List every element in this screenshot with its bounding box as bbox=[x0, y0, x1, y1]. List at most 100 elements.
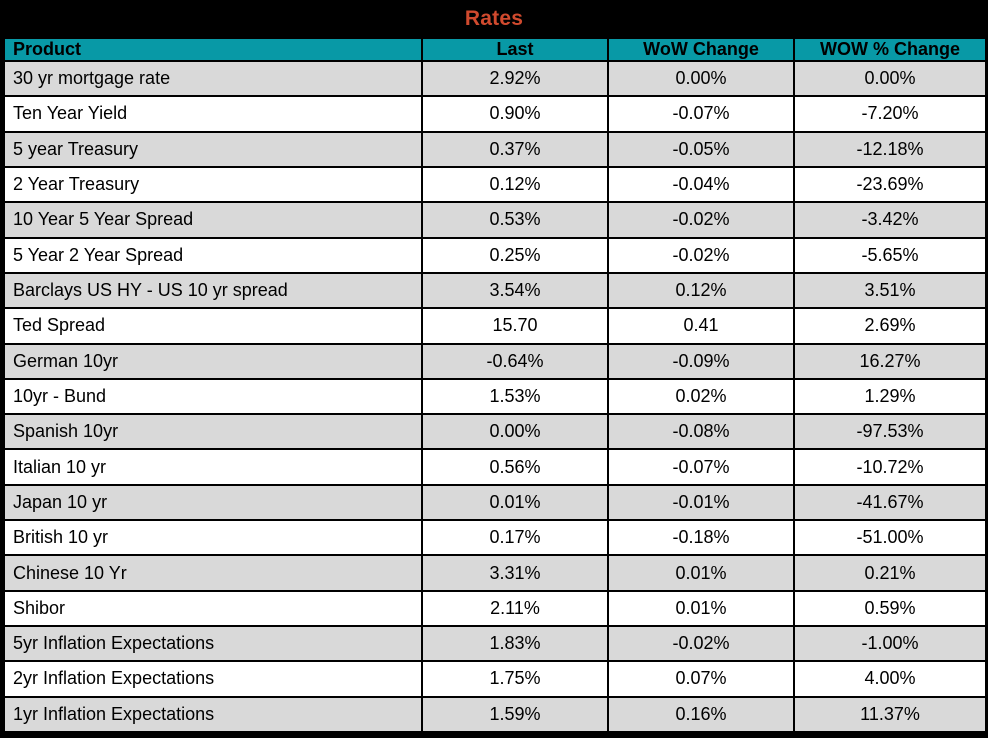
product-cell: 30 yr mortgage rate bbox=[3, 59, 423, 98]
wow-pct-change-cell: 11.37% bbox=[793, 695, 987, 734]
wow-change-cell: 0.41 bbox=[607, 307, 795, 345]
wow-pct-change-cell: -7.20% bbox=[793, 95, 987, 133]
wow-change-cell: 0.00% bbox=[607, 59, 795, 98]
last-cell: 0.25% bbox=[421, 236, 609, 274]
wow-pct-change-cell: -41.67% bbox=[793, 483, 987, 522]
product-cell: Shibor bbox=[3, 589, 423, 628]
wow-pct-change-cell: 1.29% bbox=[793, 377, 987, 416]
last-cell: 2.92% bbox=[421, 59, 609, 98]
table-row: British 10 yr 0.17% -0.18% -51.00% bbox=[3, 519, 987, 557]
wow-pct-change-cell: 0.00% bbox=[793, 59, 987, 98]
product-cell: Ted Spread bbox=[3, 307, 423, 345]
product-cell: 10yr - Bund bbox=[3, 377, 423, 416]
table-title: Rates bbox=[464, 6, 524, 30]
table-row: 5yr Inflation Expectations 1.83% -0.02% -1.… bbox=[3, 624, 987, 663]
table-row: Italian 10 yr 0.56% -0.07% -10.72% bbox=[3, 448, 987, 486]
header-wow-change: WoW Change bbox=[607, 37, 795, 62]
last-cell: 0.56% bbox=[421, 448, 609, 486]
table-row: 2 Year Treasury 0.12% -0.04% -23.69% bbox=[3, 165, 987, 204]
header-row: Product Last WoW Change WOW % Change bbox=[3, 37, 987, 62]
last-cell: 15.70 bbox=[421, 307, 609, 345]
table-row: 10yr - Bund 1.53% 0.02% 1.29% bbox=[3, 377, 987, 416]
table-body: 30 yr mortgage rate 2.92% 0.00% 0.00% Ten Ye… bbox=[3, 59, 987, 734]
last-cell: -0.64% bbox=[421, 342, 609, 380]
header-last: Last bbox=[421, 37, 609, 62]
table-row: 5 Year 2 Year Spread 0.25% -0.02% -5.65% bbox=[3, 236, 987, 274]
last-cell: 1.53% bbox=[421, 377, 609, 416]
product-cell: 2 Year Treasury bbox=[3, 165, 423, 204]
product-cell: 10 Year 5 Year Spread bbox=[3, 201, 423, 239]
table-row: Barclays US HY - US 10 yr spread 3.54% 0.1… bbox=[3, 271, 987, 310]
table-row: Shibor 2.11% 0.01% 0.59% bbox=[3, 589, 987, 628]
product-cell: Spanish 10yr bbox=[3, 413, 423, 451]
wow-change-cell: 0.16% bbox=[607, 695, 795, 734]
wow-pct-change-cell: 2.69% bbox=[793, 307, 987, 345]
product-cell: 5 Year 2 Year Spread bbox=[3, 236, 423, 274]
wow-change-cell: -0.01% bbox=[607, 483, 795, 522]
last-cell: 2.11% bbox=[421, 589, 609, 628]
wow-change-cell: -0.07% bbox=[607, 448, 795, 486]
wow-pct-change-cell: -3.42% bbox=[793, 201, 987, 239]
product-cell: Chinese 10 Yr bbox=[3, 554, 423, 592]
wow-pct-change-cell: -51.00% bbox=[793, 519, 987, 557]
wow-pct-change-cell: -10.72% bbox=[793, 448, 987, 486]
last-cell: 0.12% bbox=[421, 165, 609, 204]
product-cell: British 10 yr bbox=[3, 519, 423, 557]
product-cell: Barclays US HY - US 10 yr spread bbox=[3, 271, 423, 310]
table-row: 30 yr mortgage rate 2.92% 0.00% 0.00% bbox=[3, 59, 987, 98]
last-cell: 1.75% bbox=[421, 660, 609, 698]
wow-change-cell: -0.09% bbox=[607, 342, 795, 380]
product-cell: 5yr Inflation Expectations bbox=[3, 624, 423, 663]
header-wow-pct-change: WOW % Change bbox=[793, 37, 987, 62]
product-cell: 1yr Inflation Expectations bbox=[3, 695, 423, 734]
product-cell: 5 year Treasury bbox=[3, 130, 423, 168]
table-row: Japan 10 yr 0.01% -0.01% -41.67% bbox=[3, 483, 987, 522]
wow-pct-change-cell: -97.53% bbox=[793, 413, 987, 451]
wow-change-cell: -0.04% bbox=[607, 165, 795, 204]
table-row: 10 Year 5 Year Spread 0.53% -0.02% -3.42% bbox=[3, 201, 987, 239]
table-title-bar: Rates bbox=[3, 0, 985, 37]
table-row: Spanish 10yr 0.00% -0.08% -97.53% bbox=[3, 413, 987, 451]
wow-change-cell: 0.01% bbox=[607, 589, 795, 628]
wow-pct-change-cell: 3.51% bbox=[793, 271, 987, 310]
last-cell: 0.53% bbox=[421, 201, 609, 239]
last-cell: 0.37% bbox=[421, 130, 609, 168]
wow-change-cell: -0.02% bbox=[607, 236, 795, 274]
last-cell: 3.54% bbox=[421, 271, 609, 310]
table-row: 1yr Inflation Expectations 1.59% 0.16% 11.3… bbox=[3, 695, 987, 734]
table-row: 5 year Treasury 0.37% -0.05% -12.18% bbox=[3, 130, 987, 168]
wow-change-cell: 0.02% bbox=[607, 377, 795, 416]
wow-pct-change-cell: -23.69% bbox=[793, 165, 987, 204]
last-cell: 3.31% bbox=[421, 554, 609, 592]
last-cell: 0.17% bbox=[421, 519, 609, 557]
wow-pct-change-cell: 0.21% bbox=[793, 554, 987, 592]
last-cell: 1.59% bbox=[421, 695, 609, 734]
rates-data-table: Product Last WoW Change WOW % Change 30 … bbox=[3, 37, 987, 734]
product-cell: 2yr Inflation Expectations bbox=[3, 660, 423, 698]
header-product: Product bbox=[3, 37, 423, 62]
wow-change-cell: -0.05% bbox=[607, 130, 795, 168]
wow-pct-change-cell: -12.18% bbox=[793, 130, 987, 168]
wow-change-cell: -0.08% bbox=[607, 413, 795, 451]
table-row: 2yr Inflation Expectations 1.75% 0.07% 4.00… bbox=[3, 660, 987, 698]
last-cell: 0.01% bbox=[421, 483, 609, 522]
last-cell: 0.90% bbox=[421, 95, 609, 133]
table-row: Ted Spread 15.70 0.41 2.69% bbox=[3, 307, 987, 345]
table-row: German 10yr -0.64% -0.09% 16.27% bbox=[3, 342, 987, 380]
wow-change-cell: -0.02% bbox=[607, 201, 795, 239]
table-row: Ten Year Yield 0.90% -0.07% -7.20% bbox=[3, 95, 987, 133]
last-cell: 1.83% bbox=[421, 624, 609, 663]
wow-change-cell: -0.02% bbox=[607, 624, 795, 663]
wow-change-cell: -0.18% bbox=[607, 519, 795, 557]
last-cell: 0.00% bbox=[421, 413, 609, 451]
wow-change-cell: -0.07% bbox=[607, 95, 795, 133]
wow-pct-change-cell: -1.00% bbox=[793, 624, 987, 663]
product-cell: Ten Year Yield bbox=[3, 95, 423, 133]
wow-pct-change-cell: -5.65% bbox=[793, 236, 987, 274]
product-cell: Italian 10 yr bbox=[3, 448, 423, 486]
wow-change-cell: 0.07% bbox=[607, 660, 795, 698]
wow-pct-change-cell: 4.00% bbox=[793, 660, 987, 698]
wow-change-cell: 0.01% bbox=[607, 554, 795, 592]
product-cell: German 10yr bbox=[3, 342, 423, 380]
